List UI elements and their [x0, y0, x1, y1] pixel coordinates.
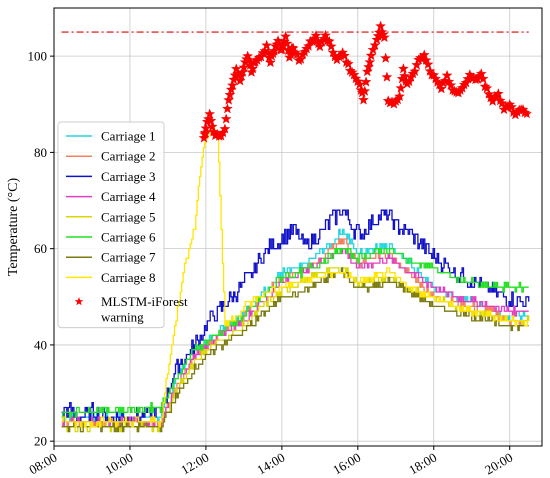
x-tick-label: 12:00	[178, 450, 211, 478]
warning-star-marker	[521, 108, 532, 119]
legend-label-carriage-2: Carriage 2	[101, 149, 156, 164]
warning-star-marker	[436, 83, 447, 94]
warning-star-marker	[287, 42, 299, 53]
warning-star-marker	[261, 39, 273, 50]
axis-ticks: 08:00 10:00 12:00 14:00 16:00 18:00 20:00 20 40 6…	[26, 49, 515, 478]
warning-star-marker	[364, 56, 376, 67]
legend: Carriage 1 Carriage 2 Carriage 3 Carriage 4…	[57, 121, 188, 329]
legend-box	[57, 121, 165, 329]
warning-star-marker	[339, 50, 350, 61]
warning-star-marker	[205, 115, 217, 126]
legend-swatch-warning	[74, 297, 84, 306]
warning-star-marker	[320, 29, 331, 41]
y-tick-label: 60	[34, 241, 47, 256]
plot-frame	[53, 7, 543, 447]
legend-label-carriage-4: Carriage 4	[101, 189, 156, 204]
warning-star-marker	[477, 73, 489, 84]
warning-star-marker	[360, 76, 372, 87]
warning-star-marker	[411, 59, 423, 70]
y-axis-label: Temperature (°C)	[6, 178, 21, 277]
warning-star-marker	[247, 63, 259, 74]
warning-star-marker	[506, 101, 517, 112]
warning-star-marker	[445, 79, 457, 90]
series-line-carriage-8	[61, 127, 529, 428]
series-line-carriage-7	[61, 267, 529, 433]
warning-star-marker	[365, 50, 377, 61]
warning-star-marker	[204, 108, 216, 119]
warning-markers	[198, 20, 532, 143]
warning-star-marker	[342, 58, 354, 69]
y-tick-label: 40	[34, 337, 47, 352]
warning-star-marker	[375, 20, 386, 31]
warning-star-marker	[398, 63, 409, 74]
warning-star-marker	[492, 88, 504, 99]
warning-star-marker	[359, 85, 371, 96]
series-line-carriage-6	[61, 248, 529, 418]
warning-star-marker	[394, 90, 405, 102]
warning-star-marker	[380, 52, 392, 63]
x-tick-label: 20:00	[482, 450, 515, 478]
y-tick-label: 100	[28, 49, 48, 64]
warning-star-marker	[418, 49, 430, 60]
warning-star-marker	[409, 65, 421, 77]
warning-star-marker	[219, 123, 231, 134]
x-tick-label: 14:00	[254, 450, 287, 478]
warning-star-marker	[206, 121, 218, 132]
warning-star-marker	[222, 103, 233, 114]
warning-star-marker	[325, 40, 337, 51]
warning-star-marker	[281, 38, 293, 49]
warning-star-marker	[399, 70, 411, 81]
x-tick-label: 10:00	[102, 450, 135, 478]
warning-star-marker	[220, 113, 232, 124]
warning-star-marker	[310, 30, 322, 41]
y-tick-label: 20	[34, 434, 47, 449]
legend-label-carriage-1: Carriage 1	[101, 129, 156, 144]
legend-label-carriage-5: Carriage 5	[101, 209, 156, 224]
warning-star-marker	[280, 30, 292, 42]
warning-star-marker	[265, 56, 276, 68]
warning-star-marker	[327, 47, 339, 58]
warning-star-marker	[420, 54, 432, 65]
legend-label-carriage-3: Carriage 3	[101, 169, 156, 184]
warning-star-marker	[230, 63, 242, 74]
warning-star-marker	[441, 69, 453, 81]
x-tick-label: 18:00	[406, 450, 439, 478]
legend-label-warning: MLSTM-iForest warning	[101, 294, 188, 325]
legend-label-carriage-8: Carriage 8	[101, 270, 156, 285]
warning-star-marker	[481, 82, 493, 93]
y-tick-label: 80	[34, 145, 47, 160]
legend-label-carriage-7: Carriage 7	[101, 250, 156, 265]
warning-star-marker	[369, 39, 381, 50]
warning-star-marker	[475, 68, 487, 79]
warning-star-marker	[199, 127, 211, 138]
warning-star-marker	[379, 31, 390, 43]
warning-star-marker	[323, 35, 335, 47]
warning-star-marker	[243, 54, 255, 65]
warning-star-marker	[358, 94, 369, 105]
warning-star-marker	[381, 71, 393, 82]
x-tick-label: 16:00	[330, 450, 363, 478]
warning-star-marker	[422, 58, 434, 70]
series-lines	[61, 31, 530, 433]
legend-label-carriage-6: Carriage 6	[101, 230, 156, 245]
warning-star-marker	[354, 78, 366, 90]
x-tick-label: 08:00	[26, 450, 59, 478]
warning-star-marker	[227, 79, 238, 91]
